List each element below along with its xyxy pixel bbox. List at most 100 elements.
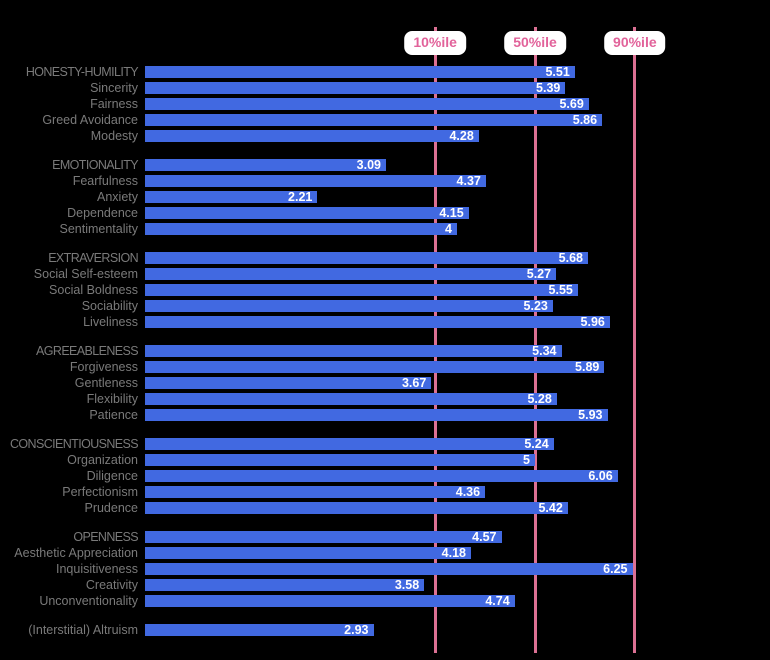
row-label: Aesthetic Appreciation	[14, 546, 138, 560]
bar-row-dependence: Dependence 4.15	[0, 205, 770, 221]
row-label: Sociability	[81, 299, 138, 313]
row-label: Flexibility	[86, 392, 138, 406]
bar-rows-layer: HONESTY-HUMILITY 5.51 Sincerity 5.39 Fairnes…	[0, 64, 770, 651]
bar-value-label: 6.06	[588, 469, 613, 483]
bar-value-label: 5.69	[559, 97, 584, 111]
score-bar: 2.93	[145, 624, 374, 636]
bar-value-label: 5.28	[527, 392, 552, 406]
bar-row-extraversion: EXTRAVERSION 5.68	[0, 250, 770, 266]
row-label: Greed Avoidance	[42, 113, 138, 127]
bar-value-label: 5.23	[523, 299, 548, 313]
row-label: Fearfulness	[72, 174, 138, 188]
bar-value-label: 4.37	[456, 174, 481, 188]
bar-row-creativity: Creativity 3.58	[0, 577, 770, 593]
row-label: Dependence	[67, 206, 138, 220]
row-label: Creativity	[85, 578, 138, 592]
bar-row-aesthetic-appreciation: Aesthetic Appreciation 4.18	[0, 545, 770, 561]
row-label: Prudence	[84, 501, 138, 515]
bar-value-label: 2.21	[288, 190, 313, 204]
bar-value-label: 3.58	[394, 578, 420, 592]
row-label: Diligence	[86, 469, 138, 483]
score-bar: 3.58	[145, 578, 425, 592]
row-label: Sentimentality	[59, 222, 138, 236]
row-label: Anxiety	[97, 190, 138, 204]
score-bar: 5.28	[145, 393, 557, 405]
score-bar: 3.67	[145, 377, 432, 389]
bar-value-label: 5.93	[578, 408, 603, 422]
bar-row-prudence: Prudence 5.42	[0, 500, 770, 516]
score-bar: 4.18	[145, 547, 471, 559]
row-label: Unconventionality	[39, 594, 138, 608]
row-label: AGREEABLENESS	[36, 344, 139, 358]
score-bar: 5	[145, 454, 535, 466]
row-label: HONESTY-HUMILITY	[25, 65, 139, 79]
score-bar: 5.93	[145, 409, 608, 421]
bar-value-label: 5.42	[538, 501, 563, 515]
bar-value-label: 3.09	[356, 158, 381, 172]
score-bar: 5.27	[145, 267, 557, 281]
score-bar: 5.55	[145, 284, 578, 296]
row-label: Perfectionism	[62, 485, 138, 499]
score-bar: 4	[145, 223, 457, 235]
row-label: Sincerity	[90, 81, 138, 95]
score-bar: 4.28	[145, 130, 479, 142]
score-bar: 5.42	[145, 502, 568, 514]
bar-row-inquisitiveness: Inquisitiveness 6.25	[0, 561, 770, 577]
percentile-line-90-ile	[633, 27, 637, 653]
bar-value-label: 4.74	[485, 594, 510, 608]
group-extraversion: EXTRAVERSION 5.68 Social Self-esteem 5.27 So…	[0, 250, 770, 330]
bar-value-label: 5.86	[572, 113, 598, 127]
bar-value-label: 5.96	[580, 315, 605, 329]
row-label: EXTRAVERSION	[48, 251, 138, 265]
bar-row-liveliness: Liveliness 5.96	[0, 314, 770, 330]
bar-value-label: 4.36	[455, 485, 481, 499]
bar-value-label: 5.39	[536, 81, 561, 95]
bar-value-label: 5	[523, 453, 530, 467]
group-emotionality: EMOTIONALITY 3.09 Fearfulness 4.37 Anxiety 2.…	[0, 157, 770, 237]
bar-value-label: 4	[445, 222, 452, 236]
percentile-chip-50-ile: 50%ile	[504, 31, 566, 55]
bar-row-sociability: Sociability 5.23	[0, 298, 770, 314]
score-bar: 2.21	[145, 190, 318, 204]
row-label: Gentleness	[74, 376, 138, 390]
bar-row-fearfulness: Fearfulness 4.37	[0, 173, 770, 189]
bar-row-organization: Organization 5	[0, 452, 770, 468]
score-bar: 3.09	[145, 159, 386, 171]
bar-row-sincerity: Sincerity 5.39	[0, 80, 770, 96]
row-label: Forgiveness	[69, 360, 138, 374]
bar-row-agreeableness: AGREEABLENESS 5.34	[0, 343, 770, 359]
bar-value-label: 5.55	[548, 283, 573, 297]
bar-row-social-self-esteem: Social Self-esteem 5.27	[0, 266, 770, 282]
group-openness: OPENNESS 4.57 Aesthetic Appreciation 4.18 In…	[0, 529, 770, 609]
bar-row-flexibility: Flexibility 5.28	[0, 391, 770, 407]
row-label: Organization	[67, 453, 138, 467]
row-label: Modesty	[90, 129, 138, 143]
score-bar: 5.86	[145, 113, 603, 127]
score-bar: 5.51	[145, 66, 575, 78]
score-bar: 5.34	[145, 345, 562, 357]
bar-value-label: 4.28	[449, 129, 474, 143]
row-label: Patience	[89, 408, 138, 422]
group-agreeableness: AGREEABLENESS 5.34 Forgiveness 5.89 Gentlene…	[0, 343, 770, 423]
bar-value-label: 6.25	[603, 562, 628, 576]
score-bar: 5.69	[145, 98, 589, 110]
score-bar: 4.57	[145, 531, 502, 543]
bar-row-openness: OPENNESS 4.57	[0, 529, 770, 545]
group-conscientiousness: CONSCIENTIOUSNESS 5.24 Organization 5 Dilige…	[0, 436, 770, 516]
row-label: (Interstitial) Altruism	[28, 623, 138, 637]
bar-value-label: 5.68	[558, 251, 583, 265]
bar-row-modesty: Modesty 4.28	[0, 128, 770, 144]
row-label: EMOTIONALITY	[52, 158, 138, 172]
bar-value-label: 5.51	[545, 65, 570, 79]
bar-row-gentleness: Gentleness 3.67	[0, 375, 770, 391]
score-bar: 5.24	[145, 438, 554, 450]
bar-row-greed-avoidance: Greed Avoidance 5.86	[0, 112, 770, 128]
row-label: Social Self-esteem	[33, 267, 138, 281]
bar-row-unconventionality: Unconventionality 4.74	[0, 593, 770, 609]
score-bar: 4.37	[145, 175, 486, 187]
percentile-chip-90-ile: 90%ile	[604, 31, 666, 55]
row-label: Liveliness	[83, 315, 138, 329]
bar-row-sentimentality: Sentimentality 4	[0, 221, 770, 237]
bar-value-label: 5.27	[526, 267, 552, 281]
